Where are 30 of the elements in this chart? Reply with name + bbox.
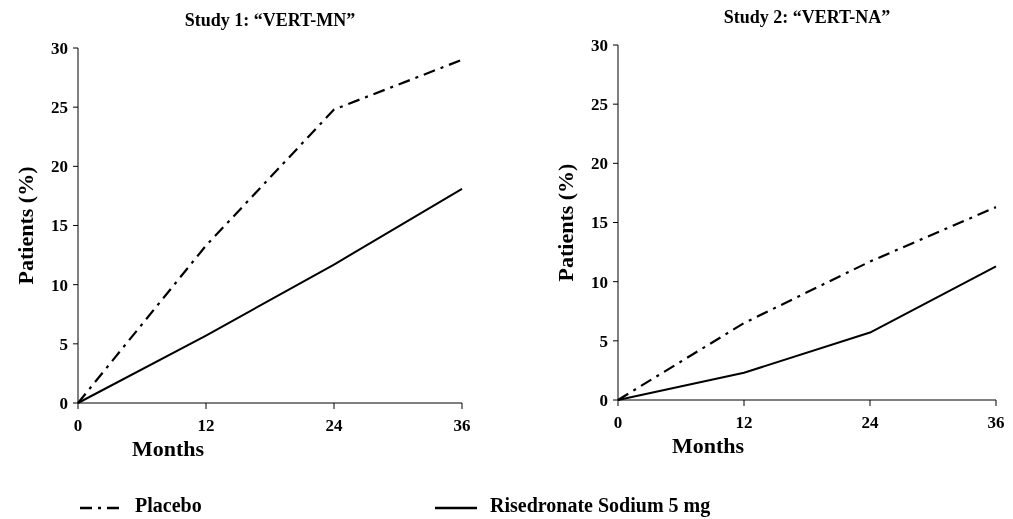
y-tick-label: 20 <box>591 154 608 174</box>
x-tick-label: 0 <box>613 413 623 432</box>
y-tick-label: 20 <box>51 157 68 177</box>
y-tick-label: 0 <box>59 393 68 413</box>
y-tick-label: 25 <box>591 95 608 115</box>
legend-label: Placebo <box>135 494 202 516</box>
y-axis-title: Patients (%) <box>553 163 578 282</box>
chart-title: Study 2: “VERT-NA” <box>723 7 891 27</box>
y-axis-title: Patients (%) <box>13 166 38 285</box>
x-tick-label: 12 <box>197 416 215 435</box>
y-tick-label: 5 <box>599 331 608 351</box>
x-axis-title: Months <box>671 433 745 458</box>
y-tick-label: 30 <box>51 38 68 58</box>
x-tick-label: 36 <box>987 413 1005 432</box>
y-tick-label: 10 <box>51 275 68 295</box>
y-tick-label: 15 <box>51 216 68 236</box>
y-tick-label: 10 <box>591 272 608 292</box>
x-tick-label: 12 <box>735 413 753 432</box>
y-tick-label: 5 <box>59 334 68 354</box>
y-tick-label: 15 <box>591 213 608 233</box>
x-tick-label: 24 <box>861 413 879 432</box>
x-tick-label: 24 <box>325 416 343 435</box>
legend-label: Risedronate Sodium 5 mg <box>490 494 711 517</box>
chart-title: Study 1: “VERT-MN” <box>184 10 356 30</box>
x-tick-label: 0 <box>73 416 83 435</box>
y-tick-label: 25 <box>51 98 68 118</box>
x-axis-title: Months <box>131 436 205 461</box>
x-tick-label: 36 <box>453 416 471 435</box>
y-tick-label: 0 <box>599 390 608 410</box>
y-tick-label: 30 <box>591 35 608 55</box>
